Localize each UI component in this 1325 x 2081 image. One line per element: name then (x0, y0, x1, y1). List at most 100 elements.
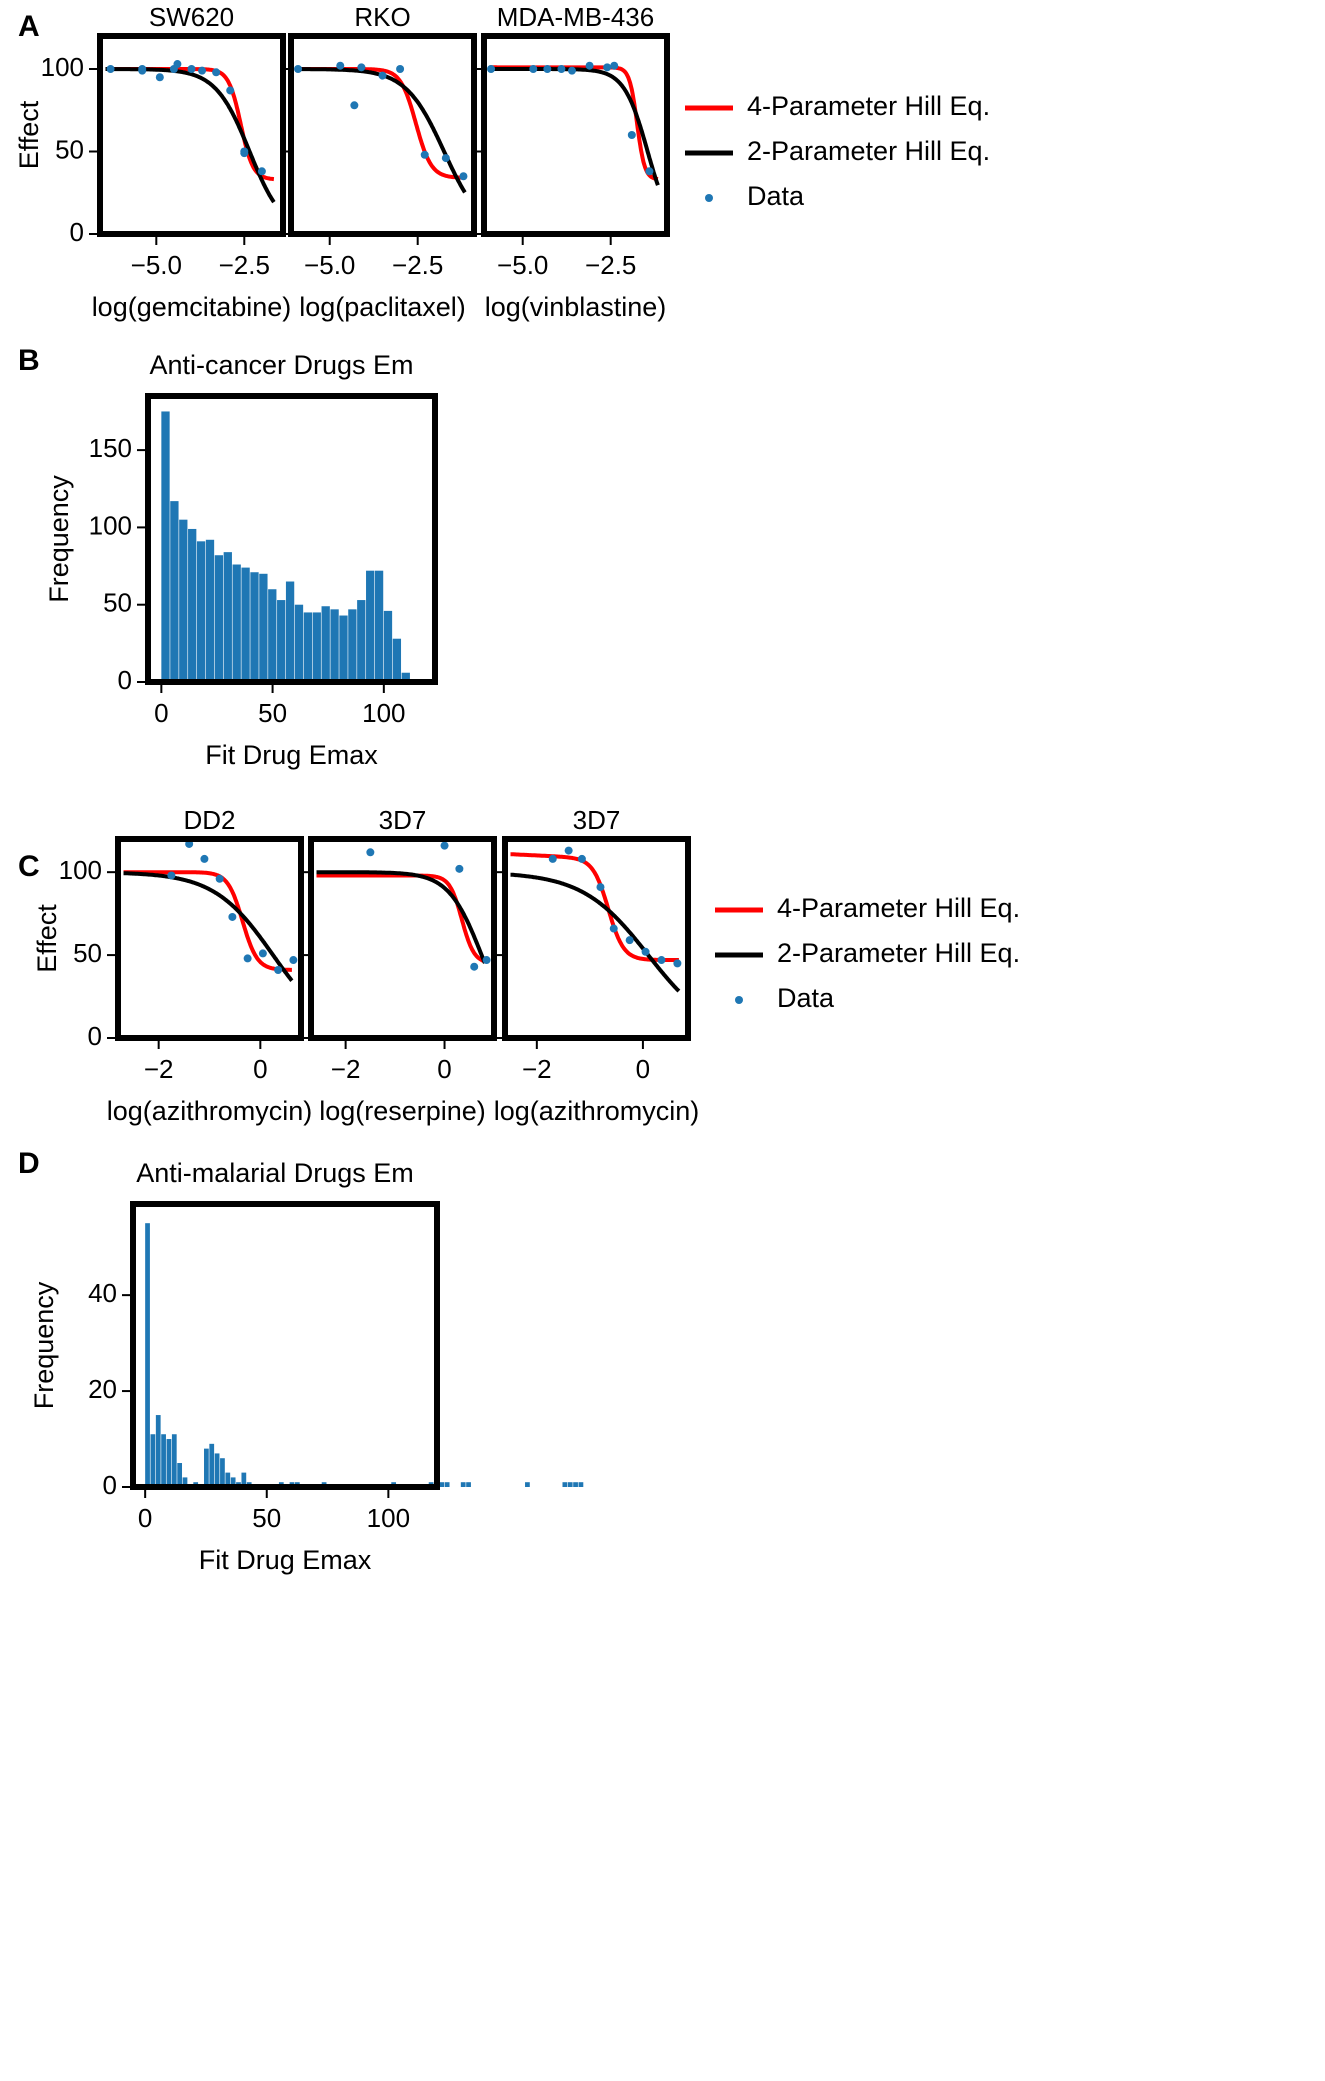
x-axis-label: Fit Drug Emax (199, 1545, 372, 1575)
histogram-bar (259, 573, 268, 682)
histogram-bar (196, 541, 206, 682)
histogram-title: Anti-cancer Drugs Em (149, 350, 413, 380)
data-point (543, 65, 552, 73)
x-axis-label: log(paclitaxel) (299, 292, 466, 322)
histogram-bar (225, 1472, 231, 1487)
data-point (243, 954, 252, 963)
x-tick-label: 0 (636, 1054, 650, 1084)
histogram-bar (466, 1482, 471, 1487)
data-point (173, 60, 182, 69)
histogram-bar (578, 1482, 584, 1487)
data-point (289, 956, 298, 965)
y-tick-label: 20 (88, 1374, 117, 1404)
y-tick-label: 100 (59, 855, 102, 885)
histogram-bar (374, 570, 384, 682)
data-point (258, 949, 267, 958)
histogram-bar (145, 1223, 150, 1487)
y-tick-label: 0 (118, 665, 132, 695)
x-tick-label: −2.5 (219, 250, 270, 280)
panel-letter-B: B (18, 344, 40, 377)
legend-four-param-label: 4-Parameter Hill Eq. (747, 91, 990, 121)
y-axis-label: Frequency (29, 1281, 59, 1409)
two-param-curve (510, 872, 681, 993)
x-tick-label: 100 (362, 698, 405, 728)
histogram-bar (177, 1463, 183, 1487)
data-point (609, 924, 618, 933)
subplot-title: SW620 (149, 2, 234, 32)
x-tick-label: 0 (154, 698, 168, 728)
histogram-bar (161, 1434, 166, 1487)
histogram-bar (312, 612, 321, 682)
subplot-frame (502, 836, 691, 1041)
y-axis-label: Frequency (44, 475, 74, 603)
subplot-title: 3D7 (379, 805, 427, 835)
subplot-frame (97, 33, 286, 237)
histogram-bar (188, 528, 197, 682)
histogram-bar (366, 570, 375, 682)
histogram-bar (166, 1439, 172, 1487)
histogram-bar (209, 1443, 215, 1487)
y-tick-label: 50 (73, 938, 102, 968)
data-point (420, 150, 429, 159)
y-axis-label: Effect (14, 100, 44, 169)
x-tick-label: −2.5 (585, 250, 636, 280)
data-point (625, 936, 634, 945)
data-point (610, 61, 619, 70)
two-param-curve (105, 67, 276, 204)
histogram-bar (357, 600, 366, 682)
data-point (226, 86, 235, 95)
subplot-frame (288, 33, 477, 237)
y-tick-label: 50 (103, 588, 132, 618)
data-point (567, 66, 576, 75)
data-point (378, 71, 387, 80)
data-point (350, 101, 359, 110)
histogram-bar (230, 1477, 236, 1487)
histogram-bar (339, 615, 348, 682)
data-point (106, 65, 115, 73)
data-point (557, 65, 566, 73)
histogram-bar (321, 606, 330, 682)
data-point (200, 854, 209, 863)
data-point (645, 167, 654, 176)
histogram-bar (214, 1453, 220, 1487)
histogram-bar (155, 1415, 161, 1487)
x-tick-label: −2 (331, 1054, 361, 1084)
data-point (228, 912, 237, 921)
legend-data-swatch (705, 194, 713, 202)
histogram-bar (161, 411, 170, 682)
histogram-bar (330, 609, 339, 682)
subplot-title: DD2 (183, 805, 235, 835)
histogram-bar (401, 672, 410, 682)
histogram-bar (525, 1482, 530, 1487)
data-point (396, 65, 405, 73)
x-tick-label: 0 (138, 1503, 152, 1533)
histogram-bar (303, 612, 313, 682)
legend-data-label: Data (747, 181, 805, 211)
histogram-bar (223, 552, 232, 682)
histogram-bar (348, 609, 357, 682)
data-point (487, 65, 496, 73)
x-tick-label: −2.5 (392, 250, 443, 280)
histogram-bar (562, 1482, 568, 1487)
x-axis-label: log(azithromycin) (494, 1096, 700, 1126)
x-axis-label: log(azithromycin) (107, 1096, 313, 1126)
legend-two-param-label: 2-Parameter Hill Eq. (777, 938, 1020, 968)
histogram-bar (205, 539, 215, 682)
histogram-bar (220, 1458, 225, 1487)
panel-letter-C: C (18, 850, 40, 883)
panel-letter-A: A (18, 10, 40, 43)
histogram-bar (277, 600, 286, 682)
histogram-bar (573, 1482, 578, 1487)
y-tick-label: 40 (88, 1278, 117, 1308)
data-point (529, 65, 538, 73)
data-point (603, 63, 612, 72)
data-point (440, 841, 449, 850)
data-point (257, 167, 266, 176)
x-tick-label: 0 (253, 1054, 267, 1084)
histogram-bar (182, 1477, 188, 1487)
subplot-frame (308, 836, 497, 1041)
y-tick-label: 0 (103, 1470, 117, 1500)
data-point (138, 66, 147, 75)
four-param-curve (316, 873, 486, 964)
histogram-bar (392, 638, 402, 682)
